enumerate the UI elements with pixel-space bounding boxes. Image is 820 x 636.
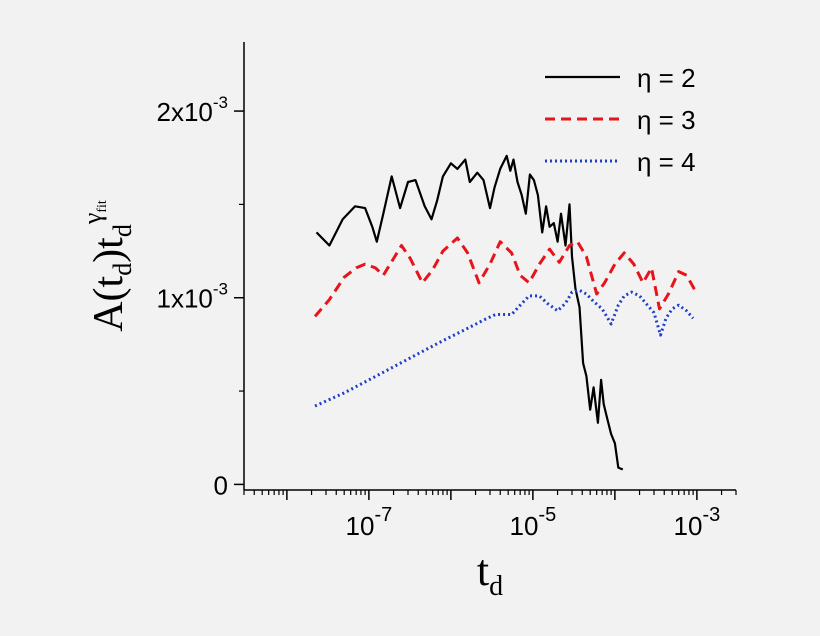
x-tick-mantissa: 10 xyxy=(346,511,375,541)
y-title-subscript1: d xyxy=(108,263,137,276)
x-tick-exponent: -3 xyxy=(702,504,720,526)
y-tick-mantissa: 1x10 xyxy=(156,284,212,314)
y-title-part1: A(t xyxy=(86,275,132,331)
y-tick-label: 1x10-3 xyxy=(156,280,228,314)
x-title-base: t xyxy=(477,546,489,595)
legend: η = 2 η = 3 η = 4 xyxy=(545,63,696,177)
y-tick-label: 2x10-3 xyxy=(156,93,228,127)
x-tick-exponent: -5 xyxy=(538,504,556,526)
series-line-2 xyxy=(313,236,697,318)
series-line-3 xyxy=(314,288,695,408)
y-axis-title-group: A(td)tdγfit xyxy=(78,200,137,332)
legend-label-1: η = 2 xyxy=(637,63,696,93)
legend-label-2: η = 3 xyxy=(637,105,696,135)
series-line-1 xyxy=(315,154,624,471)
x-tick-exponent: -7 xyxy=(374,504,392,526)
x-tick-mantissa: 10 xyxy=(510,511,539,541)
x-tick-mantissa: 10 xyxy=(674,511,703,541)
y-title-part2: )t xyxy=(86,237,132,263)
y-tick-label: 0 xyxy=(214,470,228,500)
y-axis-title: A(td)tdγfit xyxy=(78,200,137,332)
x-tick-label: 10-3 xyxy=(674,504,721,541)
x-title-subscript: d xyxy=(489,571,503,602)
x-tick-label: 10-5 xyxy=(510,504,557,541)
y-title-superscript-sub: fit xyxy=(95,200,110,213)
y-tick-exponent: -3 xyxy=(213,93,228,112)
y-title-superscript: γ xyxy=(78,213,107,226)
y-tick-exponent: -3 xyxy=(213,280,228,299)
y-tick-mantissa: 2x10 xyxy=(156,97,212,127)
x-tick-label: 10-7 xyxy=(346,504,393,541)
y-tick-mantissa: 0 xyxy=(214,470,228,500)
plot-area xyxy=(313,154,697,471)
legend-label-3: η = 4 xyxy=(637,147,696,177)
axis-titles: tdA(td)tdγfit xyxy=(78,200,503,602)
x-axis-title: td xyxy=(477,546,503,602)
y-title-subscript2: d xyxy=(108,224,137,237)
